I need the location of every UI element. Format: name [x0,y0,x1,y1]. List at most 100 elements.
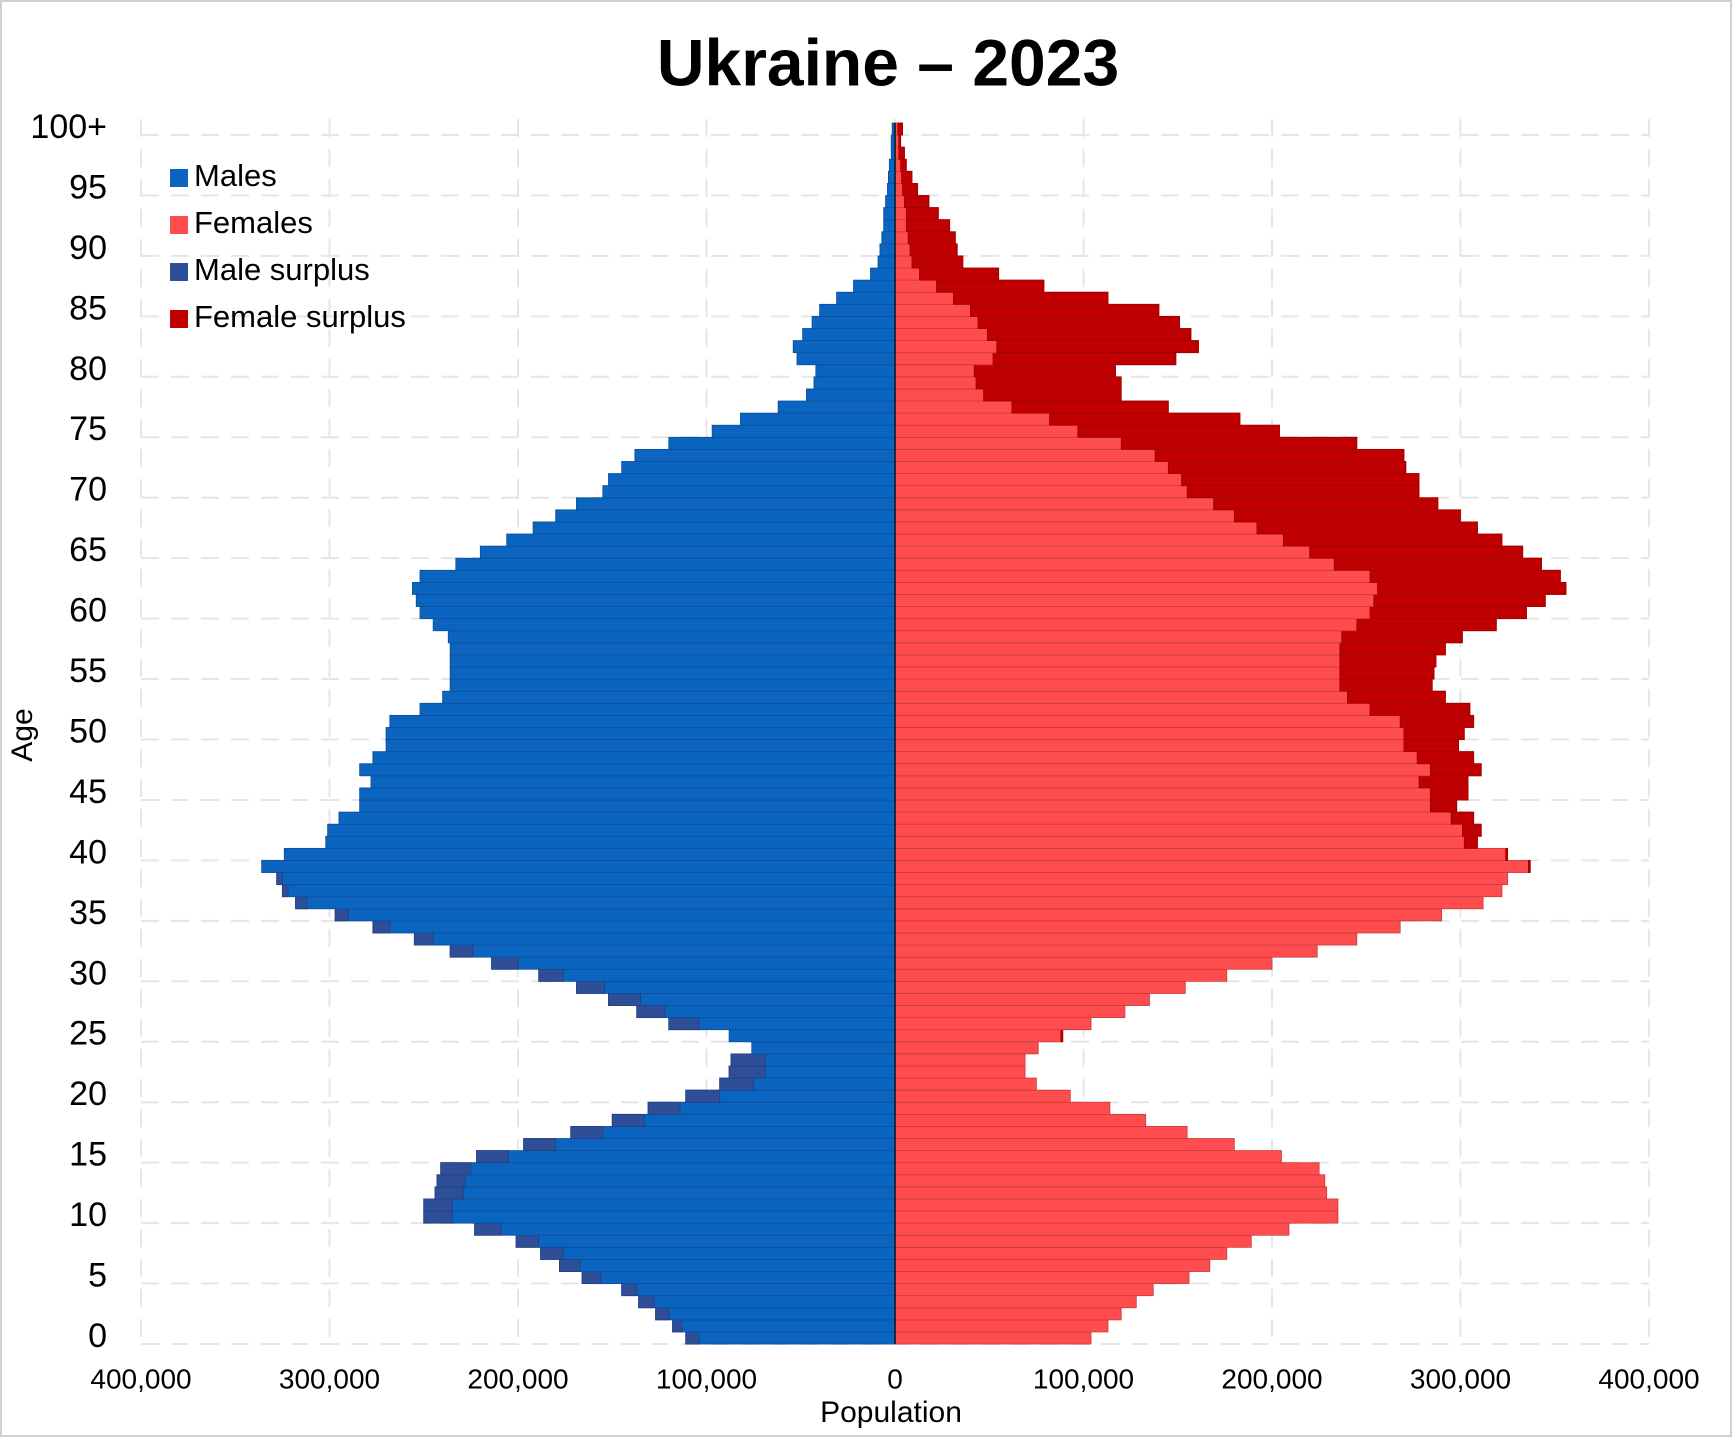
male-surplus [559,1259,581,1272]
x-tick-label: 0 [887,1363,903,1394]
male-surplus [611,1113,645,1127]
male-surplus [581,1271,602,1284]
male-bar [419,569,896,583]
male-bar [359,787,896,801]
female-surplus [897,122,903,136]
female-surplus [1369,702,1471,716]
male-surplus [276,872,283,886]
female-surplus [1461,823,1482,837]
male-bar [608,473,896,487]
male-bar [261,860,896,873]
female-surplus [1418,775,1469,789]
male-bar [740,412,896,426]
female-bar [894,1065,1026,1079]
female-bar [894,980,1186,994]
female-bar [894,944,1318,958]
male-surplus [436,1174,466,1188]
x-tick-label: 200,000 [467,1363,568,1394]
male-bar [436,1174,896,1188]
male-bar [685,1331,896,1345]
male-bar [385,727,896,740]
female-bar [894,860,1531,873]
female-bar [894,799,1458,813]
male-bar [655,1307,896,1321]
female-surplus [953,291,1109,305]
y-tick-label: 90 [69,229,107,267]
female-surplus [975,376,1122,390]
male-bar [751,1041,896,1055]
male-bar [819,303,896,317]
male-bar [479,545,896,559]
y-tick-label: 75 [69,410,107,448]
male-bar [440,1162,896,1176]
legend-label: Female surplus [194,299,406,334]
male-bar [870,267,896,281]
female-surplus [1399,714,1475,728]
female-bar [894,1113,1147,1127]
female-surplus [907,231,956,245]
female-surplus [905,207,939,221]
y-tick-label: 55 [69,652,107,690]
female-bar [894,1186,1328,1200]
y-tick-label: 50 [69,712,107,750]
female-bar [894,1319,1109,1333]
male-bar [540,1246,896,1260]
female-surplus [1309,545,1524,559]
male-bar [853,279,896,293]
female-surplus [911,255,964,269]
male-bar [815,364,896,378]
female-surplus [1167,461,1407,474]
male-bar [813,376,896,390]
male-bar [879,243,896,257]
male-bar [423,1198,896,1212]
female-surplus [973,364,1116,378]
male-surplus [685,1331,700,1345]
male-bar [325,835,896,849]
male-bar [887,183,896,196]
female-surplus [936,279,1045,293]
female-bar [894,1198,1339,1212]
male-bar [883,207,896,221]
male-surplus [728,1065,766,1079]
female-bar [894,1150,1282,1164]
male-surplus [281,884,289,898]
female-surplus [996,340,1199,354]
male-bar [415,594,896,607]
female-bar [894,1210,1339,1224]
y-tick-label: 35 [69,894,107,932]
male-bar [611,1113,896,1127]
female-bar [894,1331,1092,1345]
male-surplus [449,944,474,958]
female-surplus [1429,787,1469,801]
female-bar [894,751,1475,765]
female-bar [894,1041,1039,1055]
female-surplus [1463,835,1478,849]
male-bar [581,1271,896,1284]
male-bar [283,847,896,861]
male-bar [385,739,896,753]
female-surplus [1403,739,1460,753]
y-tick-label: 80 [69,350,107,388]
male-bar [792,340,896,354]
male-bar [885,195,896,208]
female-bar [894,1283,1154,1297]
female-surplus [902,183,919,196]
male-surplus [334,908,349,922]
male-bar [372,920,896,934]
chart-title: Ukraine – 2023 [657,25,1119,99]
female-surplus [1339,654,1437,668]
female-surplus [1181,473,1420,487]
male-bar [668,436,896,450]
female-surplus [1341,630,1463,644]
female-bar [894,1077,1037,1091]
male-bar [668,1017,896,1031]
male-bar [636,1005,896,1019]
male-surplus [474,1222,502,1236]
male-bar [638,1295,896,1309]
female-surplus [1077,424,1280,438]
male-bar [883,219,896,233]
legend-label: Males [194,158,277,193]
male-bar [877,255,896,269]
male-surplus [413,932,434,946]
female-surplus [905,219,951,233]
